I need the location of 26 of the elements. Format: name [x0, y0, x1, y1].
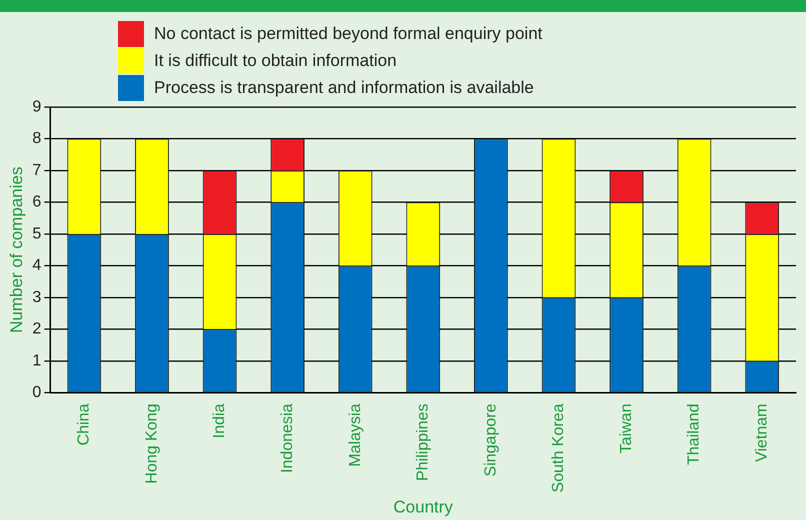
y-tick-label: 1 [32, 352, 42, 370]
y-tick-label: 6 [32, 194, 42, 211]
x-tick-label: Philippines [414, 404, 432, 482]
x-tick-label: Thailand [686, 404, 703, 466]
legend-label: It is difficult to obtain information [154, 50, 397, 70]
y-tick-label: 4 [32, 257, 42, 274]
x-tick-label: Malaysia [346, 404, 364, 467]
y-tick-label: 3 [32, 288, 42, 306]
legend-label: No contact is permitted beyond formal enquiry point [154, 24, 542, 44]
y-axis-title: Number of companies [6, 166, 26, 333]
y-tick-label: 5 [32, 225, 42, 242]
y-tick-label: 9 [32, 98, 42, 116]
x-tick-label: Vietnam [754, 404, 771, 462]
y-tick-label: 0 [32, 384, 42, 402]
y-tick-label: 7 [32, 162, 42, 179]
x-tick-label: Taiwan [618, 404, 635, 454]
x-tick-label: Singapore [482, 404, 500, 477]
x-tick-label: India [211, 404, 228, 438]
x-tick-label: China [76, 404, 93, 446]
legend-label: Process is transparent and information is available [154, 78, 534, 98]
x-axis-title: Country [393, 497, 454, 516]
x-tick-label: Indonesia [278, 404, 296, 474]
x-tick-label: Hong Kong [143, 404, 160, 484]
x-tick-label: South Korea [550, 404, 568, 493]
y-tick-label: 2 [32, 320, 42, 338]
y-tick-label: 8 [32, 130, 42, 148]
